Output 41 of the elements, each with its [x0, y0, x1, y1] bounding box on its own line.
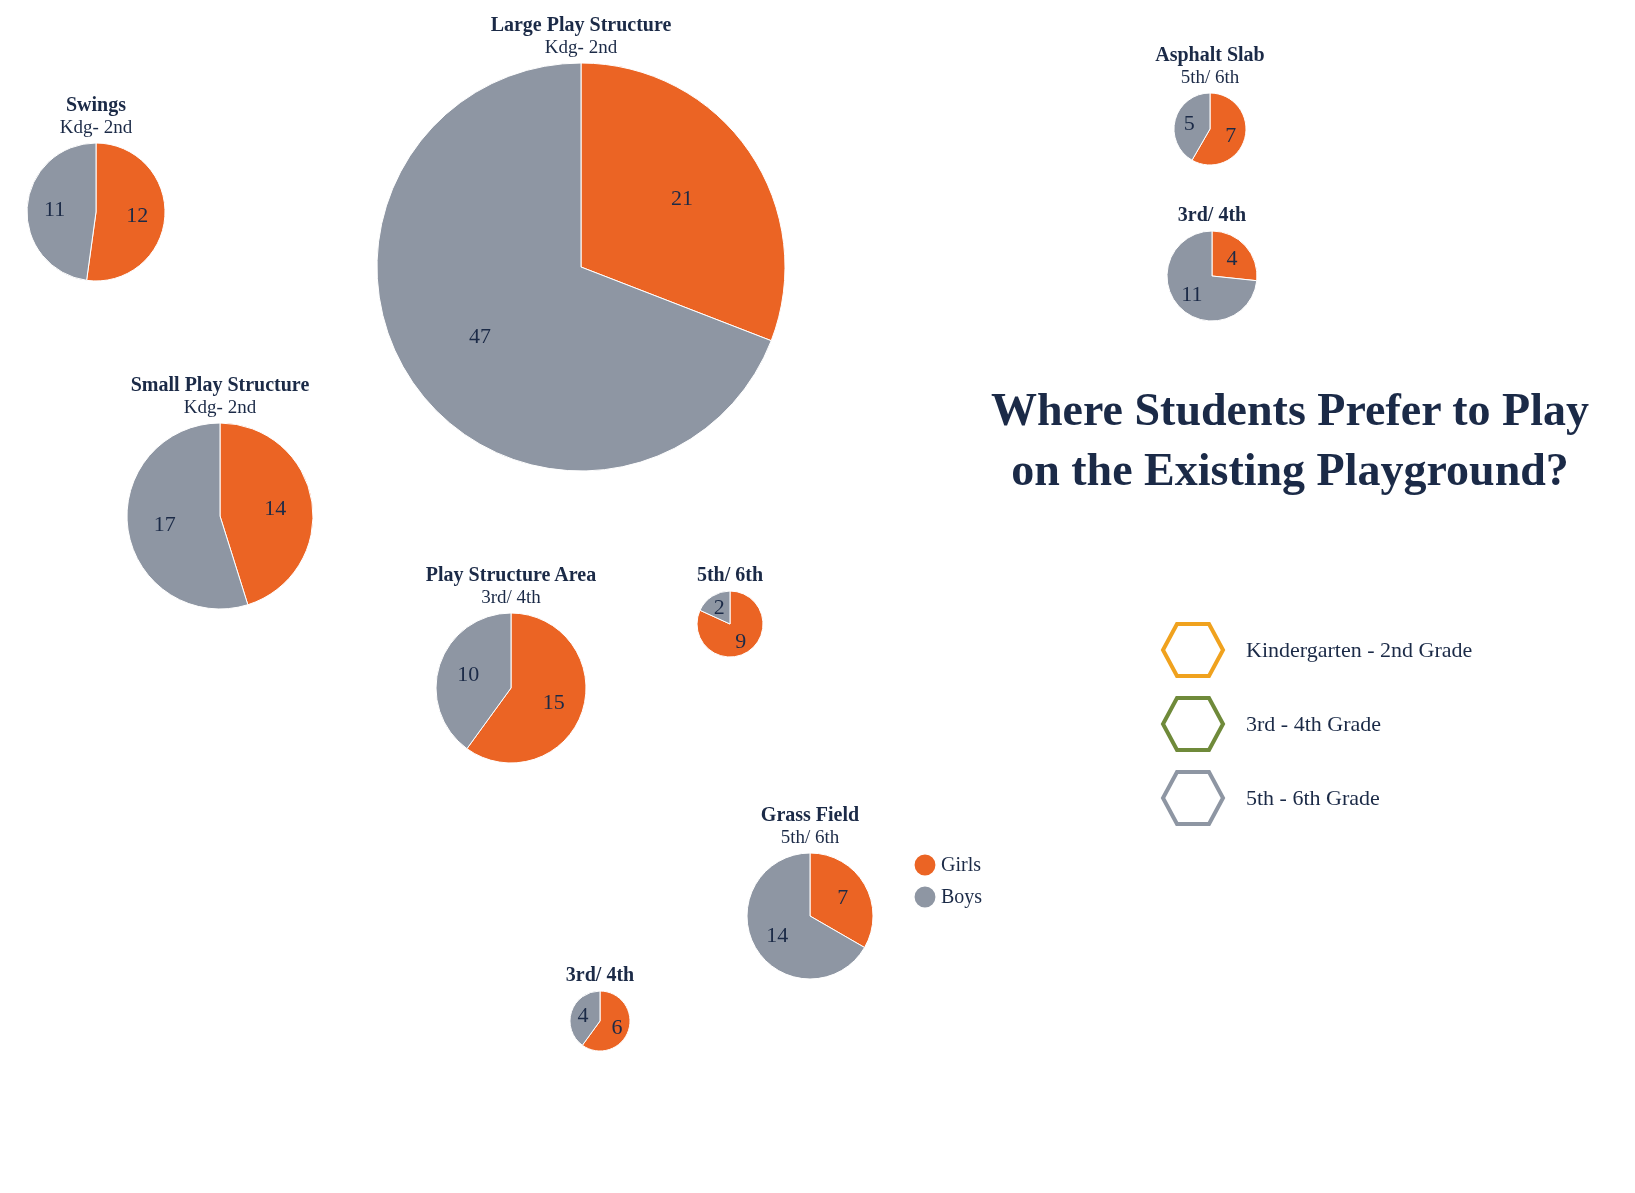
legend-label: Boys — [941, 885, 983, 908]
data-label: 9 — [735, 627, 747, 653]
chart-subtitle: 5th/ 6th — [1180, 66, 1240, 87]
chart-subtitle: 5th/ 6th — [780, 826, 840, 847]
data-label: 14 — [766, 921, 789, 947]
data-label: 4 — [577, 1002, 589, 1028]
data-label: 47 — [469, 323, 492, 349]
data-label: 11 — [1181, 281, 1203, 307]
data-label: 5 — [1183, 110, 1195, 136]
chart-title: Swings — [65, 93, 127, 116]
data-label: 12 — [126, 201, 149, 227]
legend-label: Girls — [941, 853, 982, 875]
text: 5th - 6th Grade — [1246, 784, 1380, 811]
data-label: 10 — [457, 661, 480, 687]
text: Kindergarten - 2nd Grade — [1246, 636, 1473, 663]
data-label: 4 — [1226, 244, 1238, 270]
data-label: 11 — [44, 196, 66, 222]
text: 3rd - 4th Grade — [1246, 710, 1382, 737]
data-label: 14 — [264, 494, 287, 520]
data-label: 6 — [611, 1013, 623, 1039]
chart-title: 3rd/ 4th — [565, 963, 635, 985]
pie-slice — [696, 590, 764, 658]
chart-subtitle: Kdg- 2nd — [544, 36, 618, 57]
data-label: 21 — [670, 184, 693, 210]
data-label: 7 — [837, 884, 849, 910]
chart-subtitle: Kdg- 2nd — [183, 396, 257, 417]
data-label: 17 — [153, 511, 176, 537]
chart-subtitle: Kdg- 2nd — [59, 116, 133, 137]
data-label: 7 — [1225, 121, 1237, 147]
chart-title: 5th/ 6th — [696, 563, 764, 585]
data-label: 15 — [542, 688, 565, 714]
chart-title: Play Structure Area — [425, 563, 597, 586]
text: Where Students Prefer to Play on the Existing Playground? — [990, 383, 1590, 497]
chart-title: Grass Field — [760, 803, 860, 825]
chart-title: Large Play Structure — [490, 13, 672, 36]
chart-title: Small Play Structure — [130, 373, 310, 396]
chart-title: Asphalt Slab — [1155, 43, 1265, 66]
chart-subtitle: 3rd/ 4th — [481, 586, 542, 607]
pie-slice — [1166, 230, 1258, 322]
chart-title: 3rd/ 4th — [1177, 203, 1247, 225]
data-label: 2 — [713, 594, 725, 620]
